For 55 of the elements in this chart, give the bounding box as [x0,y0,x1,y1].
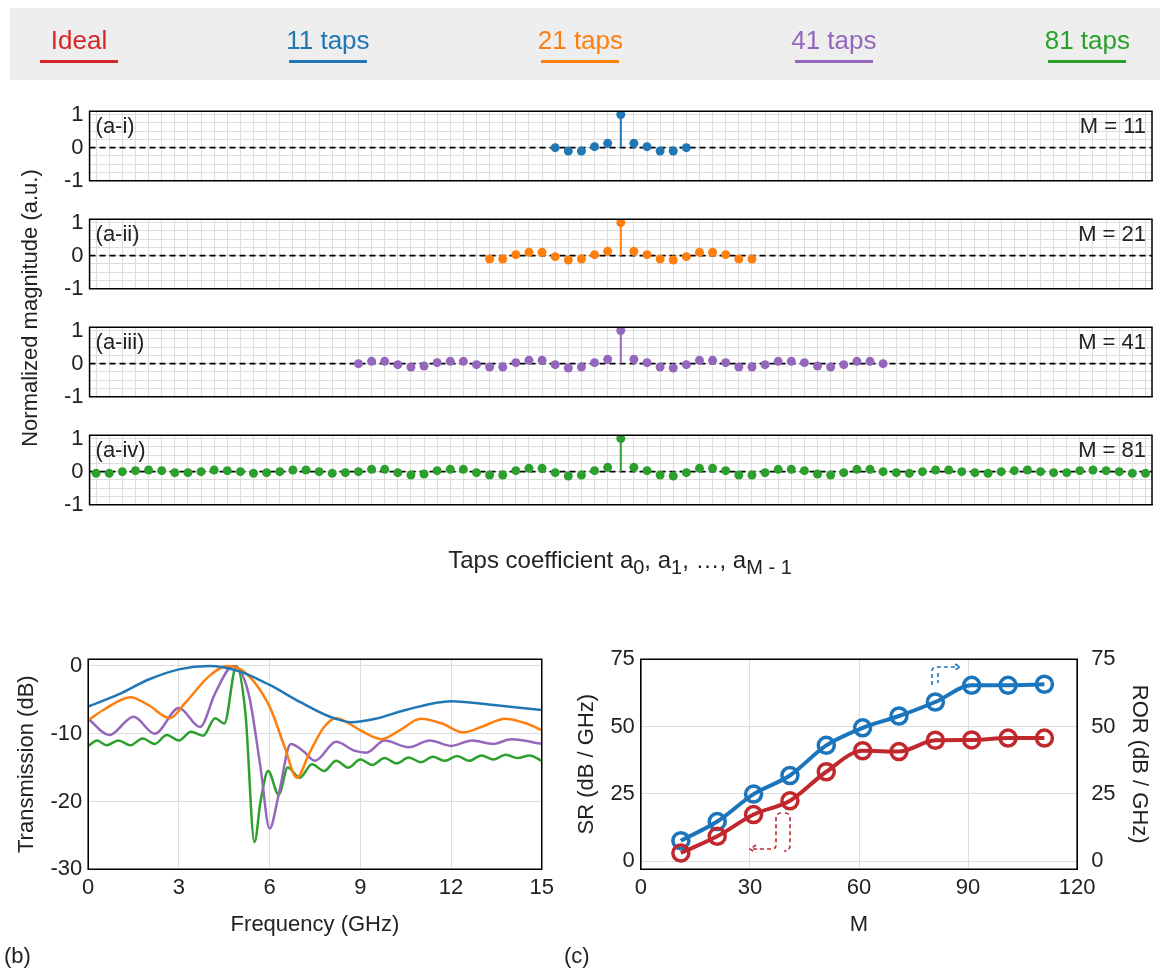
text: 21 taps [537,25,624,56]
y-tick-label: -1 [64,382,84,408]
x-tick-label: 9 [354,874,367,900]
text: (c) [564,943,590,969]
text: 81 taps [1044,25,1130,56]
y-tick-label: 1 [71,208,84,234]
text: 11 taps [286,25,370,56]
y-tick-label: 0 [71,349,84,375]
x-axis-title: Frequency (GHz) [230,910,400,936]
y-tick-label: -30 [50,855,83,881]
y-tick-label: 0 [69,652,83,678]
y-tick-label: 0 [622,847,635,873]
x-tick-label: 90 [955,874,981,900]
annotation: M = 41 [1078,329,1146,355]
y-tick-label: 0 [71,133,84,159]
x-tick-label: 6 [263,874,276,900]
x-tick-label: 30 [737,874,763,900]
x-tick-label: 120 [1058,874,1096,900]
annotation: M = 21 [1078,221,1146,247]
y-axis-title: SR (dB / GHz) [573,693,599,835]
y-tick-label: 75 [610,645,635,671]
x-axis-title: M [849,910,869,936]
annotation: (a-iii) [95,329,145,355]
y-tick-label: 0 [71,457,84,483]
y-tick-label: -1 [64,166,84,192]
y-axis-title: Normalized magnitude (a.u.) [17,169,43,447]
x-axis-title: Taps coefficient a$_{0}$, a$_{1}$, …, a$_{M - 1}$ [448,546,792,579]
x-tick-label: 60 [846,874,872,900]
y2-axis-title: ROR (dB / GHz) [1127,684,1153,844]
y-axis-title: Transmission (dB) [13,675,39,854]
x-tick-label: 12 [438,874,464,900]
annotation: M = 81 [1078,437,1146,463]
y-tick-label: -20 [50,787,83,813]
y-tick-label: 1 [71,100,84,126]
y-tick-label: -10 [50,719,83,745]
annotation: (a-ii) [95,221,140,247]
text: 41 taps [791,25,877,56]
y-tick-label: 1 [71,316,84,342]
y2-tick-label: 75 [1091,645,1116,671]
y-tick-label: -1 [64,274,84,300]
y-tick-label: 1 [71,424,84,450]
y-tick-label: 25 [610,779,635,805]
x-tick-label: 3 [172,874,186,900]
annotation: M = 11 [1079,113,1146,139]
y-tick-label: 50 [610,712,635,738]
x-tick-label: 15 [529,874,555,900]
y2-tick-label: 50 [1091,712,1116,738]
text: (b) [4,943,31,969]
y2-tick-label: 25 [1091,779,1116,805]
annotation: (a-i) [95,113,135,139]
y-tick-label: -1 [64,490,84,516]
legend-label: Ideal [50,25,108,56]
y-tick-label: 0 [71,241,84,267]
y2-tick-label: 0 [1091,847,1104,873]
annotation: (a-iv) [95,437,146,463]
